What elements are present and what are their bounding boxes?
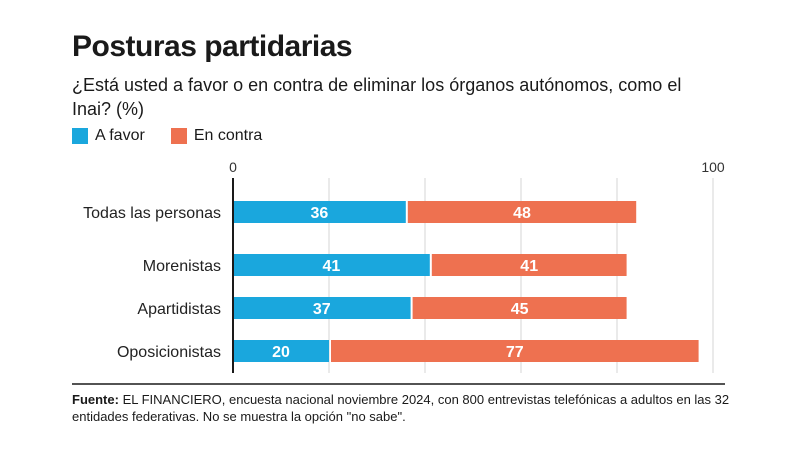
chart-subtitle: ¿Está usted a favor o en contra de elimi… <box>72 75 682 119</box>
legend-label-en-contra: En contra <box>193 127 263 144</box>
bar-a-favor <box>233 297 411 319</box>
legend-label-a-favor: A favor <box>95 127 145 144</box>
category-label: Morenistas <box>143 258 221 275</box>
category-label: Oposicionistas <box>117 344 221 361</box>
bar-a-favor <box>233 340 329 362</box>
bar-en-contra <box>407 201 637 223</box>
data-label: 41 <box>323 258 341 275</box>
category-label: Apartidistas <box>137 301 221 318</box>
bar-a-favor <box>233 254 430 276</box>
bar-a-favor <box>233 201 406 223</box>
data-label: 48 <box>513 205 531 222</box>
bar-en-contra <box>431 254 627 276</box>
data-label: 36 <box>311 205 329 222</box>
source-text: EL FINANCIERO, encuesta nacional noviemb… <box>72 392 730 424</box>
legend-swatch-en-contra <box>170 128 187 144</box>
bar-en-contra <box>331 340 699 362</box>
data-label: 37 <box>313 301 331 318</box>
legend-item-en-contra: En contra <box>170 127 263 145</box>
chart-title: Posturas partidarias <box>72 30 353 63</box>
category-label: Todas las personas <box>83 205 221 222</box>
source-footnote: Fuente: EL FINANCIERO, encuesta nacional… <box>72 391 732 425</box>
legend-item-a-favor: A favor <box>72 127 145 145</box>
x-tick-label: 100 <box>701 159 725 175</box>
data-label: 20 <box>272 344 290 361</box>
source-label: Fuente: <box>72 392 119 407</box>
bar-en-contra <box>412 297 627 319</box>
legend: A favor En contra <box>72 127 288 145</box>
data-label: 77 <box>506 344 524 361</box>
x-tick-label: 0 <box>229 159 237 175</box>
data-label: 45 <box>511 301 529 318</box>
legend-swatch-a-favor <box>72 128 88 144</box>
data-label: 41 <box>520 258 538 275</box>
